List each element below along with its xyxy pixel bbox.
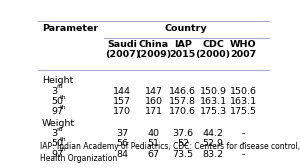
Text: -: -: [242, 139, 245, 149]
Text: 37.6: 37.6: [172, 129, 194, 138]
Text: 171: 171: [145, 108, 163, 116]
Text: IAP: Indian Academy of Pediatrics, CDC: Centers for disease control, WHO: World
: IAP: Indian Academy of Pediatrics, CDC: …: [40, 142, 300, 162]
Text: 3: 3: [52, 129, 58, 138]
Text: rd: rd: [57, 127, 63, 132]
Text: 73.5: 73.5: [172, 150, 194, 159]
Text: 84: 84: [116, 150, 128, 159]
Text: IAP
2015: IAP 2015: [170, 40, 196, 59]
Text: 160: 160: [145, 97, 163, 106]
Text: 51: 51: [148, 139, 160, 149]
Text: 170: 170: [113, 108, 131, 116]
Text: 40: 40: [148, 129, 160, 138]
Text: Country: Country: [165, 24, 208, 33]
Text: 150.6: 150.6: [230, 87, 257, 96]
Text: CDC
(2000): CDC (2000): [196, 40, 231, 59]
Text: th: th: [60, 105, 67, 110]
Text: rd: rd: [57, 85, 63, 89]
Text: 37: 37: [116, 129, 128, 138]
Text: -: -: [242, 129, 245, 138]
Text: 144: 144: [113, 87, 131, 96]
Text: Height: Height: [42, 76, 74, 86]
Text: 50: 50: [52, 139, 64, 149]
Text: 147: 147: [145, 87, 163, 96]
Text: th: th: [60, 137, 67, 142]
Text: 97: 97: [52, 150, 64, 159]
Text: 175.3: 175.3: [200, 108, 226, 116]
Text: 50: 50: [52, 97, 64, 106]
Text: Weight: Weight: [42, 119, 75, 128]
Text: 97: 97: [52, 108, 64, 116]
Text: Saudi
(2007): Saudi (2007): [105, 40, 140, 59]
Text: 163.1: 163.1: [200, 97, 226, 106]
Text: 52: 52: [177, 139, 189, 149]
Text: 163.1: 163.1: [230, 97, 257, 106]
Text: 175.5: 175.5: [230, 108, 257, 116]
Text: th: th: [60, 95, 67, 100]
Text: th: th: [60, 148, 67, 153]
Text: 157: 157: [113, 97, 131, 106]
Text: 52.9: 52.9: [202, 139, 224, 149]
Text: 83.2: 83.2: [202, 150, 224, 159]
Text: 67: 67: [148, 150, 160, 159]
Text: Parameter: Parameter: [42, 24, 98, 33]
Text: -: -: [242, 150, 245, 159]
Text: 3: 3: [52, 87, 58, 96]
Text: 170.6: 170.6: [169, 108, 196, 116]
Text: China
(2009): China (2009): [136, 40, 171, 59]
Text: 56: 56: [116, 139, 128, 149]
Text: 150.9: 150.9: [200, 87, 226, 96]
Text: 157.8: 157.8: [169, 97, 196, 106]
Text: 146.6: 146.6: [169, 87, 196, 96]
Text: WHO
2007: WHO 2007: [230, 40, 256, 59]
Text: 44.2: 44.2: [202, 129, 224, 138]
